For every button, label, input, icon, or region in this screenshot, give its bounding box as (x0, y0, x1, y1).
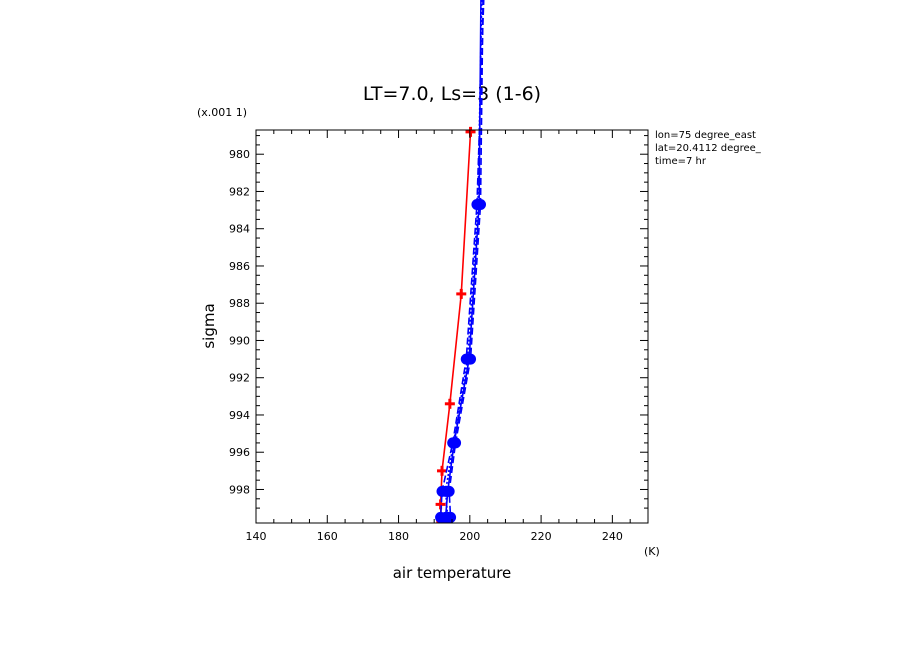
data-point (437, 465, 448, 476)
data-point (440, 485, 452, 497)
y-unit-label: (x.001 1) (197, 106, 247, 119)
y-tick-label: 998 (229, 483, 250, 496)
y-axis-label: sigma (200, 303, 218, 348)
y-tick-label: 990 (229, 334, 250, 347)
data-point (444, 398, 455, 409)
chart-title: LT=7.0, Ls=3 (1-6) (363, 83, 541, 105)
y-tick-label: 986 (229, 260, 250, 273)
y-tick-label: 996 (229, 446, 250, 459)
x-tick-label: 180 (388, 530, 409, 543)
y-tick-label: 994 (229, 409, 250, 422)
data-point (447, 437, 459, 449)
series-line-1 (439, 131, 472, 522)
info-line-lat: lat=20.4112 degree_ (655, 143, 762, 154)
data-point (456, 288, 467, 299)
series-line-4 (448, 0, 484, 518)
y-tick-label: 992 (229, 372, 250, 385)
data-point (462, 353, 474, 365)
x-tick-label: 200 (459, 530, 480, 543)
y-tick-label: 982 (229, 185, 250, 198)
y-tick-label: 988 (229, 297, 250, 310)
x-axis-label: air temperature (393, 564, 512, 582)
x-unit-label: (K) (644, 545, 660, 558)
x-tick-label: 140 (246, 530, 267, 543)
x-tick-label: 160 (317, 530, 338, 543)
data-point (442, 511, 454, 523)
y-tick-label: 984 (229, 223, 250, 236)
y-tick-label: 980 (229, 148, 250, 161)
info-line-time: time=7 hr (655, 156, 707, 167)
info-line-lon: lon=75 degree_east (655, 130, 756, 141)
data-point (472, 199, 484, 211)
x-tick-label: 220 (531, 530, 552, 543)
x-tick-label: 240 (602, 530, 623, 543)
data-point (465, 126, 476, 137)
